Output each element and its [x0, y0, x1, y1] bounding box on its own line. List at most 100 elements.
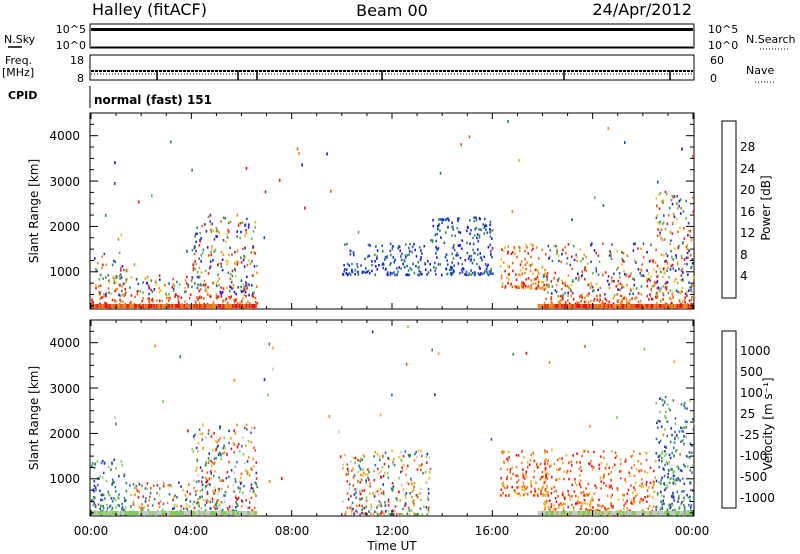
- power-cell: [91, 301, 93, 304]
- velocity-cell: [235, 505, 237, 509]
- power-cell: [656, 264, 659, 268]
- power-cell: [207, 286, 209, 289]
- power-cell: [690, 265, 693, 269]
- velocity-cell: [104, 497, 106, 500]
- velocity-cell: [625, 458, 627, 461]
- power-cell: [585, 255, 587, 259]
- power-cell: [687, 222, 690, 225]
- power-cell: [561, 288, 563, 291]
- power-cell: [229, 285, 232, 289]
- velocity-cell: [237, 486, 240, 489]
- power-ground-cell: [591, 304, 593, 308]
- power-cell: [619, 282, 622, 285]
- power-cell: [437, 247, 440, 250]
- power-cell: [613, 280, 615, 283]
- power-cell: [555, 283, 558, 287]
- power-cell: [671, 202, 674, 206]
- power-cell: [130, 301, 132, 305]
- velocity-cell: [144, 500, 147, 503]
- velocity-cell: [377, 493, 380, 496]
- velocity-cell: [649, 481, 652, 485]
- velocity-cell: [359, 459, 361, 463]
- power-cell: [543, 274, 545, 278]
- velocity-cell: [352, 476, 355, 479]
- power-cell: [478, 236, 481, 239]
- power-ground-cell: [192, 304, 194, 308]
- velocity-ground-cell: [617, 511, 620, 515]
- power-cell: [680, 254, 683, 258]
- velocity-cell: [398, 490, 400, 494]
- velocity-cell: [211, 448, 214, 452]
- velocity-cell: [630, 501, 632, 505]
- power-cell: [408, 246, 410, 250]
- power-cell: [119, 284, 121, 287]
- power-cell: [682, 271, 684, 274]
- power-cell: [484, 217, 486, 221]
- velocity-ground-cell: [189, 511, 191, 515]
- power-cell: [584, 278, 586, 281]
- power-cell: [437, 225, 439, 228]
- power-cell: [534, 268, 537, 272]
- velocity-cell: [394, 505, 397, 508]
- power-cell: [538, 286, 541, 290]
- power-cell: [635, 287, 638, 290]
- velocity-cell: [614, 451, 617, 454]
- velocity-cell: [373, 495, 376, 498]
- velocity-cell: [173, 495, 175, 499]
- power-cell: [509, 284, 512, 287]
- velocity-cell: [146, 482, 149, 485]
- power-cell: [234, 251, 236, 254]
- velocity-cell: [135, 484, 138, 488]
- power-cell: [415, 264, 417, 268]
- power-sparse-cell: [151, 194, 153, 198]
- freq-spikes: [156, 70, 671, 80]
- power-cell: [668, 276, 670, 279]
- power-cell: [435, 267, 437, 270]
- velocity-cell: [182, 488, 184, 492]
- power-cell: [403, 260, 406, 263]
- power-cell: [559, 300, 561, 303]
- power-cell: [452, 246, 455, 249]
- velocity-cell: [546, 492, 549, 496]
- power-cell: [120, 266, 122, 270]
- velocity-cell: [681, 490, 683, 493]
- power-cell: [369, 244, 371, 247]
- power-cell: [690, 253, 692, 257]
- velocity-ground-cell: [643, 511, 646, 515]
- power-cell: [514, 252, 516, 255]
- power-cell: [627, 300, 630, 304]
- power-ground-cell: [182, 304, 184, 308]
- power-cell: [569, 287, 571, 291]
- velocity-cell: [174, 494, 176, 497]
- velocity-cell: [354, 488, 356, 491]
- power-ground-cell: [214, 304, 216, 308]
- velocity-ground-cell: [196, 511, 198, 515]
- velocity-cell: [663, 428, 666, 431]
- velocity-cell: [355, 496, 357, 499]
- power-cell: [560, 298, 563, 302]
- velocity-cell: [193, 486, 195, 490]
- velocity-cell: [242, 491, 244, 495]
- velocity-cell: [212, 492, 215, 495]
- power-cell: [351, 268, 353, 272]
- power-cell: [542, 281, 545, 284]
- velocity-cell: [101, 476, 104, 479]
- power-cell: [581, 293, 583, 297]
- velocity-cell: [555, 500, 558, 503]
- power-ground-cell: [102, 304, 104, 308]
- power-cell: [583, 268, 586, 272]
- power-cell: [225, 297, 228, 301]
- power-cell: [652, 260, 654, 264]
- velocity-cell: [607, 472, 610, 476]
- power-cell: [630, 289, 632, 293]
- velocity-ground-cell: [612, 511, 614, 515]
- power-cell: [129, 286, 131, 289]
- velocity-cell: [149, 491, 152, 495]
- velocity-cell: [651, 486, 654, 489]
- power-ground-cell: [668, 304, 670, 308]
- velocity-cell: [674, 508, 677, 512]
- power-cell: [240, 285, 242, 289]
- power-cell: [349, 253, 352, 256]
- power-cell: [174, 295, 176, 298]
- power-cell: [578, 301, 580, 304]
